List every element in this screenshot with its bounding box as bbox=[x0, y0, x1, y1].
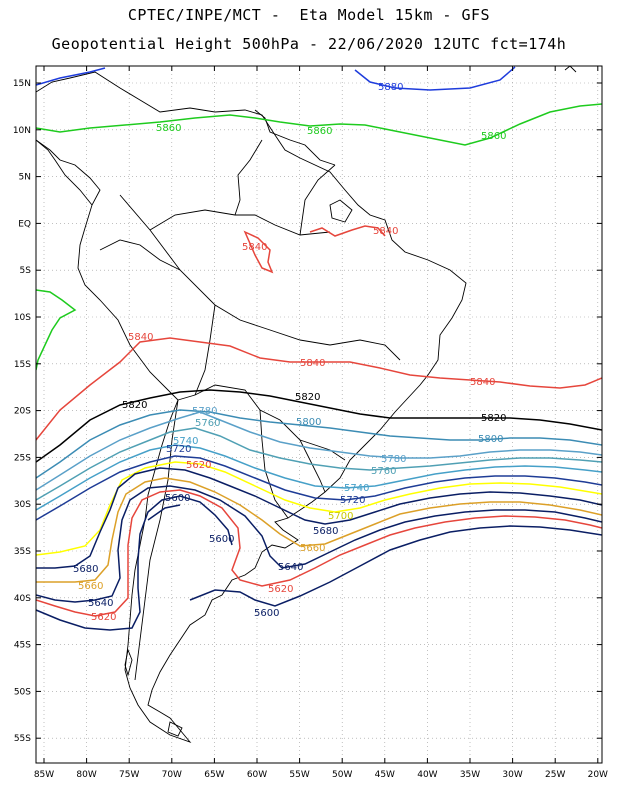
lat-label: 5N bbox=[19, 173, 31, 183]
contour-label: 5660 bbox=[78, 581, 103, 592]
contour-5620 bbox=[36, 489, 602, 617]
contour-label: 5820 bbox=[122, 400, 147, 411]
contour-label: 5840 bbox=[373, 226, 398, 237]
lon-label: 75W bbox=[119, 770, 139, 780]
lat-label: 20S bbox=[14, 407, 31, 417]
lat-label: 5S bbox=[20, 266, 32, 276]
contour-label: 5840 bbox=[470, 377, 495, 388]
title-line-1: CPTEC/INPE/MCT - Eta Model 15km - GFS bbox=[127, 6, 491, 24]
lon-label: 60W bbox=[247, 770, 267, 780]
lon-label: 70W bbox=[162, 770, 182, 780]
contour-5600 bbox=[36, 495, 602, 631]
contour-label: 5800 bbox=[478, 434, 503, 445]
lat-label: 35S bbox=[14, 547, 31, 557]
contour-label: 5680 bbox=[313, 526, 338, 537]
lat-label: 45S bbox=[14, 641, 31, 651]
lon-label: 45W bbox=[375, 770, 395, 780]
contour-5660 bbox=[36, 477, 602, 583]
contour-label: 5620 bbox=[268, 584, 293, 595]
lat-label: 25S bbox=[14, 453, 31, 463]
contour-label: 5780 bbox=[381, 454, 406, 465]
contour-label: 5720 bbox=[166, 444, 191, 455]
contour-5860-patch bbox=[36, 289, 77, 371]
lat-label: 15S bbox=[14, 360, 31, 370]
longitude-axis: 85W 80W 75W 70W 65W 60W 55W 50W 45W 40W 35W 30W 25W 2… bbox=[34, 66, 608, 780]
contour-label: 5780 bbox=[192, 406, 217, 417]
contour-5840 bbox=[36, 337, 602, 441]
contour-label: 5700 bbox=[328, 511, 353, 522]
contour-5820 bbox=[36, 389, 602, 463]
lat-label: 50S bbox=[14, 687, 31, 697]
lon-label: 20W bbox=[588, 770, 608, 780]
contour-5840-blob bbox=[243, 225, 386, 274]
lon-label: 50W bbox=[332, 770, 352, 780]
coastlines bbox=[36, 66, 577, 743]
map-frame bbox=[35, 65, 603, 764]
lon-label: 40W bbox=[417, 770, 437, 780]
lat-label: 10N bbox=[13, 126, 31, 136]
contour-5880 bbox=[36, 66, 516, 91]
contour-5680 bbox=[36, 467, 602, 569]
contour-5700 bbox=[36, 461, 602, 556]
contour-5720 bbox=[36, 455, 602, 521]
contour-5780 bbox=[36, 411, 602, 491]
lon-label: 85W bbox=[34, 770, 54, 780]
lon-label: 35W bbox=[460, 770, 480, 780]
contour-label: 5800 bbox=[296, 417, 321, 428]
contour-label: 5600 bbox=[254, 608, 279, 619]
contour-label: 5840 bbox=[242, 242, 267, 253]
lat-label: 30S bbox=[14, 500, 31, 510]
contour-5860 bbox=[36, 103, 602, 146]
title-line-2: Geopotential Height 500hPa - 22/06/2020 … bbox=[51, 35, 567, 53]
contour-label: 5620 bbox=[186, 460, 211, 471]
contour-label: 5660 bbox=[300, 543, 325, 554]
map-background bbox=[36, 66, 602, 763]
contour-label: 5820 bbox=[295, 392, 320, 403]
contour-label: 5760 bbox=[195, 418, 220, 429]
contour-label: 5640 bbox=[278, 562, 303, 573]
contour-label: 5760 bbox=[371, 466, 396, 477]
contour-label: 5820 bbox=[481, 413, 506, 424]
contour-label: 5860 bbox=[481, 131, 506, 142]
contour-label: 5860 bbox=[156, 123, 181, 134]
latitude-axis: 15N 10N 5N EQ 5S 10S 15S 20S 25S 30S 35S 40S 45S 50S 5… bbox=[13, 79, 602, 744]
contour-label: 5840 bbox=[300, 358, 325, 369]
lon-label: 30W bbox=[502, 770, 522, 780]
lat-label: 55S bbox=[14, 734, 31, 744]
lat-label: 15N bbox=[13, 79, 31, 89]
contour-label: 5880 bbox=[378, 82, 403, 93]
contour-label: 5740 bbox=[173, 436, 198, 447]
contour-label: 5600 bbox=[165, 493, 190, 504]
contour-label: 5720 bbox=[340, 495, 365, 506]
contour-label: 5600 bbox=[209, 534, 234, 545]
contour-5640 bbox=[36, 485, 602, 603]
contour-label: 5860 bbox=[307, 126, 332, 137]
lon-label: 80W bbox=[76, 770, 96, 780]
contour-label: 5740 bbox=[344, 483, 369, 494]
lon-label: 25W bbox=[545, 770, 565, 780]
contour-labels: 5880 5860 5860 5860 5840 5840 5840 5840 … bbox=[73, 82, 506, 623]
contour-label: 5680 bbox=[73, 564, 98, 575]
contour-label: 5620 bbox=[91, 612, 116, 623]
contour-5740 bbox=[36, 444, 602, 511]
lat-label: 10S bbox=[14, 313, 31, 323]
contour-label: 5840 bbox=[128, 332, 153, 343]
lon-label: 55W bbox=[289, 770, 309, 780]
contour-label: 5640 bbox=[88, 598, 113, 609]
contour-5800 bbox=[36, 409, 602, 479]
lat-label: EQ bbox=[18, 219, 31, 229]
contours bbox=[36, 66, 602, 631]
lon-label: 65W bbox=[204, 770, 224, 780]
contour-5760 bbox=[36, 427, 602, 501]
lat-label: 40S bbox=[14, 594, 31, 604]
